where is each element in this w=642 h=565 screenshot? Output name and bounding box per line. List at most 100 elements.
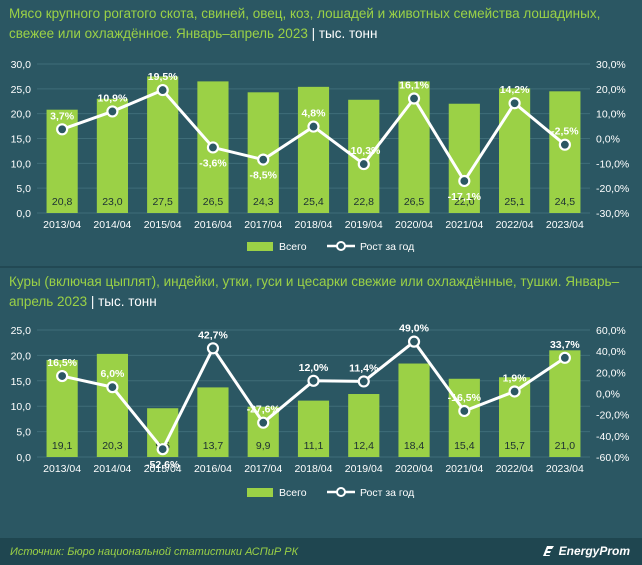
poultry-category-label: 2019/04 [345,463,383,475]
beef-legend-bar-label: Всего [279,241,307,253]
chart-title-poultry: Куры (включая цыплят), индейки, утки, гу… [9,274,620,309]
beef-growth-point [257,153,270,166]
chart-panel-beef: Мясо крупного рогатого скота, свиней, ов… [0,0,642,266]
beef-category-label: 2020/04 [395,219,433,231]
poultry-category-label: 2020/04 [395,463,433,475]
poultry-legend-bar-label: Всего [279,487,307,499]
poultry-right-tick-label: 60,0% [596,325,626,337]
beef-right-tick-label: 0,0% [596,134,620,146]
beef-growth-label: -17,1% [448,191,482,203]
beef-right-tick-label: 30,0% [596,59,626,71]
brand-logo: EnergyProm [541,544,630,558]
poultry-bar [398,363,430,457]
beef-growth-point [458,174,471,188]
poultry-category-label: 2013/04 [43,463,81,475]
poultry-bar-value-label: 9,9 [256,440,271,452]
beef-bar-value-label: 23,0 [102,196,123,208]
poultry-bar-value-label: 20,3 [102,440,123,452]
poultry-left-tick-label: 5,0 [16,427,31,439]
poultry-left-tick-label: 20,0 [11,350,32,362]
beef-growth-point [508,97,521,110]
poultry-growth-label: 33,7% [550,339,580,351]
poultry-bar [348,394,380,457]
footer: Источник: Бюро национальной статистики А… [0,538,642,565]
poultry-category-label: 2022/04 [496,463,534,475]
poultry-category-label: 2015/04 [144,463,182,475]
poultry-bar [448,378,480,457]
beef-bar-value-label: 26,5 [404,196,425,208]
beef-growth-label: 10,9% [98,92,128,104]
poultry-growth-label: -16,5% [448,392,482,404]
poultry-category-label: 2021/04 [445,463,483,475]
poultry-growth-point [357,375,370,388]
poultry-growth-point [206,342,220,355]
beef-bar [297,86,330,213]
beef-bar-value-label: 26,5 [203,196,224,208]
beef-bar-value-label: 25,4 [303,196,324,208]
poultry-growth-point [458,404,471,418]
poultry-left-tick-label: 15,0 [11,376,32,388]
poultry-growth-label: 11,4% [349,362,379,374]
poultry-right-tick-label: 20,0% [596,367,626,379]
poultry-bar [297,400,330,457]
beef-growth-point [357,157,370,171]
poultry-bar [197,387,229,457]
poultry-growth-label: 1,9% [503,372,528,384]
beef-category-label: 2015/04 [144,219,182,231]
poultry-growth-point [407,335,421,348]
beef-growth-label: -10,3% [347,145,381,157]
poultry-growth-label: -27,6% [247,404,281,416]
beef-left-tick-label: 15,0 [11,134,32,146]
poultry-bar-value-label: 13,7 [203,440,224,452]
poultry-growth-label: 49,0% [399,323,429,335]
poultry-growth-point [156,443,169,456]
poultry-legend-bar-swatch [247,488,273,497]
poultry-bar-value-label: 12,4 [354,440,375,452]
chart-title-poultry-text: Куры (включая цыплят), индейки, утки, гу… [9,274,620,309]
beef-legend-line-marker [336,241,346,251]
poultry-growth-label: -52,6% [146,459,180,471]
beef-category-label: 2017/04 [244,219,282,231]
poultry-category-label: 2023/04 [546,463,584,475]
poultry-growth-point [56,369,69,383]
beef-legend-line-label: Рост за год [360,241,414,253]
poultry-right-tick-label: -60,0% [596,452,629,464]
poultry-left-tick-label: 0,0 [16,452,31,464]
poultry-category-label: 2014/04 [93,463,131,475]
beef-growth-point [407,92,421,105]
beef-right-tick-label: -10,0% [596,158,629,170]
poultry-category-label: 2018/04 [295,463,333,475]
chart-unit-beef: тыс. тонн [318,26,378,41]
beef-bar-value-label: 24,5 [555,196,576,208]
beef-growth-point [56,123,69,136]
beef-category-label: 2023/04 [546,219,584,231]
beef-growth-label: 4,8% [302,108,327,120]
poultry-bar [549,350,581,457]
beef-category-label: 2018/04 [295,219,333,231]
beef-bar-value-label: 22,8 [354,196,375,208]
beef-right-tick-label: -20,0% [596,183,629,195]
energyprom-logo-icon [542,546,554,556]
poultry-left-tick-label: 10,0 [11,401,32,413]
beef-category-label: 2021/04 [445,219,483,231]
beef-growth-point [156,83,169,97]
beef-left-tick-label: 0,0 [16,208,31,220]
beef-bar [96,98,128,213]
poultry-category-label: 2017/04 [244,463,282,475]
beef-growth-label: 3,7% [50,110,75,122]
beef-left-tick-label: 5,0 [16,183,31,195]
beef-bar-value-label: 25,1 [504,196,525,208]
beef-right-tick-label: 20,0% [596,84,626,96]
poultry-right-tick-label: 40,0% [596,346,626,358]
beef-growth-label: 19,5% [148,71,178,83]
beef-category-label: 2022/04 [496,219,534,231]
poultry-bar-value-label: 15,4 [454,440,475,452]
beef-growth-point [106,105,119,118]
poultry-growth-point [508,385,521,398]
poultry-left-tick-label: 25,0 [11,325,32,337]
brand-name: EnergyProm [558,544,630,558]
source-note: Источник: Бюро национальной статистики А… [10,546,299,558]
poultry-growth-label: 6,0% [100,368,125,380]
poultry-category-label: 2016/04 [194,463,232,475]
beef-category-label: 2014/04 [93,219,131,231]
